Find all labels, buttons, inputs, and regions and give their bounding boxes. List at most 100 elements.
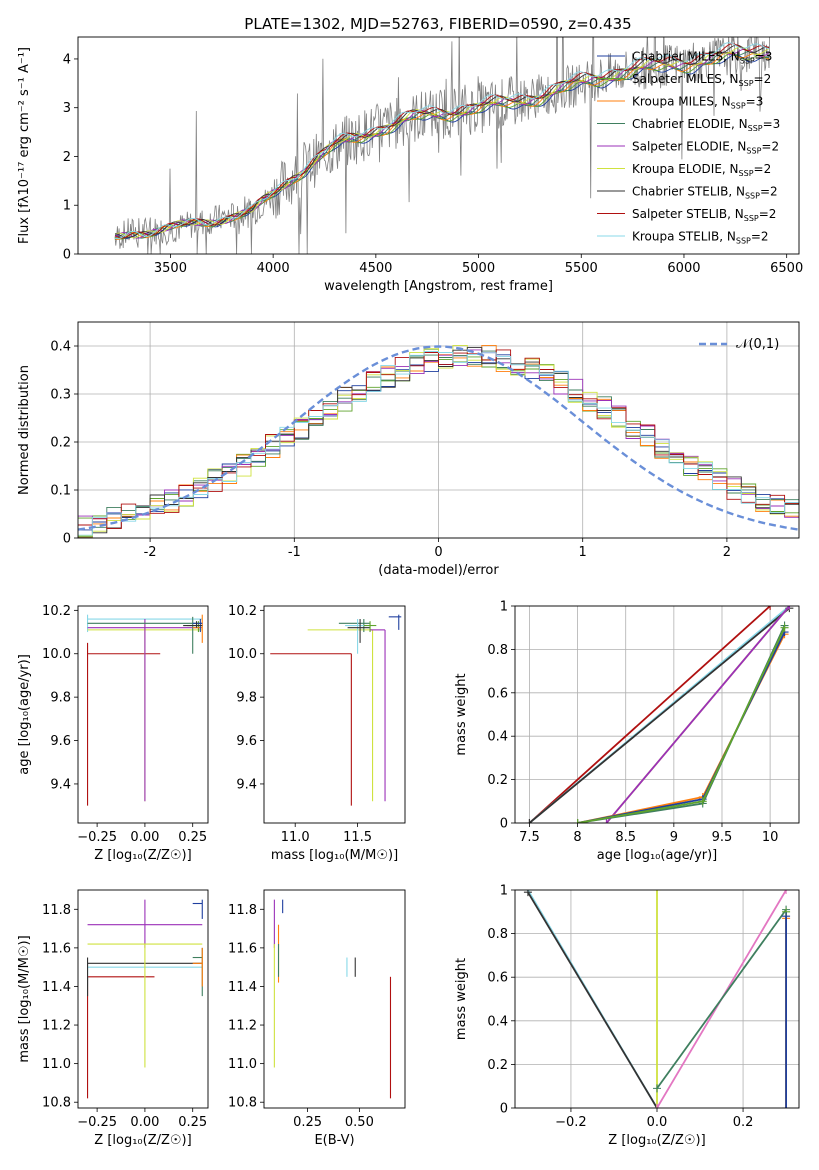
legend-entry: Salpeter ELODIE, NSSP=2 (632, 140, 779, 156)
residual-histogram-7 (78, 349, 799, 530)
weight-point-marker (653, 890, 661, 894)
y-tick-label: 0 (500, 1102, 508, 1117)
x-tick-label: 1 (579, 545, 587, 560)
y-axis-label: mass weight (454, 673, 469, 755)
x-tick-label: 0.25 (178, 830, 207, 845)
panel-spectrum: 3500 4000 4500 5000 5500 6000 6500 0 1 2 3 4 wavelen… (17, 36, 803, 294)
y-tick-label: 9.6 (50, 734, 71, 749)
legend-entry: Kroupa MILES, NSSP=3 (632, 95, 763, 111)
legend-entry: 𝒩(0,1) (736, 337, 779, 352)
x-axis-label: (data-model)/error (378, 563, 499, 578)
y-tick-label: 0.6 (487, 686, 508, 701)
x-tick-label: 2 (723, 545, 731, 560)
x-tick-label: 6000 (667, 261, 700, 276)
x-axis-label: wavelength [Angstrom, rest frame] (324, 279, 553, 294)
weight-series (577, 633, 786, 823)
figure-title: PLATE=1302, MJD=52763, FIBERID=0590, z=0… (244, 15, 631, 33)
x-tick-label: 0.25 (293, 1115, 322, 1130)
plot-area (78, 344, 799, 538)
observed-spectrum (114, 37, 771, 254)
y-tick-label: 10.8 (42, 1096, 71, 1111)
weight-series (528, 607, 790, 823)
x-axis-label: E(B-V) (314, 1133, 354, 1148)
weight-point-marker (782, 912, 791, 921)
spectrum-legend: Chabrier MILES, NSSP=3 Salpeter MILES, NS… (597, 50, 780, 246)
x-tick-label: −0.2 (555, 1115, 587, 1130)
plot-area (270, 614, 402, 806)
x-tick-label: 9 (670, 830, 678, 845)
weight-series (656, 909, 787, 1089)
y-tick-label: 1 (63, 199, 71, 214)
y-tick-label: 0.8 (487, 643, 508, 658)
y-axis-label: Flux [fλ10⁻¹⁷ erg cm⁻² s⁻¹ A⁻¹] (17, 47, 32, 244)
weight-series (527, 891, 658, 1108)
plot-area (273, 899, 392, 1099)
x-axis-label: mass [log₁₀(M/M☉)] (271, 848, 398, 863)
axes-frame (77, 889, 209, 1109)
weight-point-marker (653, 1084, 661, 1093)
y-tick-label: 0.6 (487, 971, 508, 986)
panel-mass-weight-vs-Z: −0.2 0.0 0.2 0 0.2 0.4 0.6 0.8 1 Z [log₁₀(Z/Z☉)] m… (454, 884, 800, 1148)
weight-point-marker (573, 819, 582, 823)
panel-residuals: -2 -1 0 1 2 0 0.1 0.2 0.3 0.4 (data-model)/error No… (17, 321, 800, 578)
residual-legend: 𝒩(0,1) (699, 337, 779, 352)
x-tick-label: 4500 (359, 261, 392, 276)
axes-frame (263, 605, 406, 824)
x-tick-label: 0.00 (130, 830, 159, 845)
y-tick-label: 0.3 (50, 388, 71, 403)
x-tick-label: 10 (762, 830, 779, 845)
x-tick-label: 8 (573, 830, 581, 845)
axes-frame (77, 321, 800, 539)
x-tick-label: 6500 (770, 261, 803, 276)
y-axis-label: Normed distribution (17, 365, 32, 495)
y-tick-label: 9.6 (236, 734, 257, 749)
x-tick-label: 11.5 (343, 830, 372, 845)
plot-area (87, 899, 203, 1099)
y-tick-label: 0.4 (487, 730, 508, 745)
y-tick-label: 9.4 (50, 777, 71, 792)
y-tick-label: 9.4 (236, 777, 257, 792)
y-tick-label: 4 (63, 52, 71, 67)
x-tick-label: 9.5 (712, 830, 733, 845)
y-tick-label: 1 (500, 600, 508, 615)
y-tick-label: 0 (63, 532, 71, 547)
weight-point-marker (766, 606, 775, 610)
weight-point-marker (782, 1104, 791, 1108)
y-tick-label: 0.2 (50, 436, 71, 451)
plot-area (114, 37, 771, 254)
x-axis-label: Z [log₁₀(Z/Z☉)] (94, 848, 191, 863)
y-tick-label: 2 (63, 150, 71, 165)
y-tick-label: 1 (500, 884, 508, 899)
x-tick-label: 5000 (462, 261, 495, 276)
x-tick-label: -1 (288, 545, 301, 560)
y-tick-label: 11.2 (42, 1019, 71, 1034)
weight-series (577, 631, 786, 823)
model-spectrum-6 (114, 44, 770, 238)
weight-point-marker (602, 819, 611, 823)
axes-frame (514, 605, 800, 824)
residual-histogram-8 (78, 351, 799, 536)
y-tick-label: 0.2 (487, 1058, 508, 1073)
y-tick-label: 11.8 (42, 903, 71, 918)
y-tick-label: 0.4 (487, 1014, 508, 1029)
y-tick-label: 11.0 (42, 1057, 71, 1072)
weight-point-marker (525, 819, 534, 823)
x-axis-label: Z [log₁₀(Z/Z☉)] (94, 1133, 191, 1148)
weight-point-marker (780, 623, 789, 632)
x-tick-label: 0.0 (647, 1115, 668, 1130)
y-tick-label: 10.2 (42, 604, 71, 619)
y-tick-label: 11.2 (228, 1019, 257, 1034)
y-tick-label: 9.8 (236, 691, 257, 706)
y-tick-label: 11.0 (228, 1057, 257, 1072)
axes-frame (263, 889, 406, 1109)
y-tick-label: 0.8 (487, 927, 508, 942)
panel-mass-weight-vs-age: 7.5 8 8.5 9 9.5 10 0 0.2 0.4 0.6 0.8 1 age [log₁₀(ag… (454, 600, 800, 863)
legend-entry: Chabrier STELIB, NSSP=2 (632, 185, 778, 201)
x-tick-label: 8.5 (615, 830, 636, 845)
x-tick-label: 7.5 (519, 830, 540, 845)
weight-point-marker (698, 797, 707, 806)
y-tick-label: 11.6 (228, 941, 257, 956)
y-tick-label: 0.2 (487, 773, 508, 788)
weight-point-marker (785, 606, 794, 610)
